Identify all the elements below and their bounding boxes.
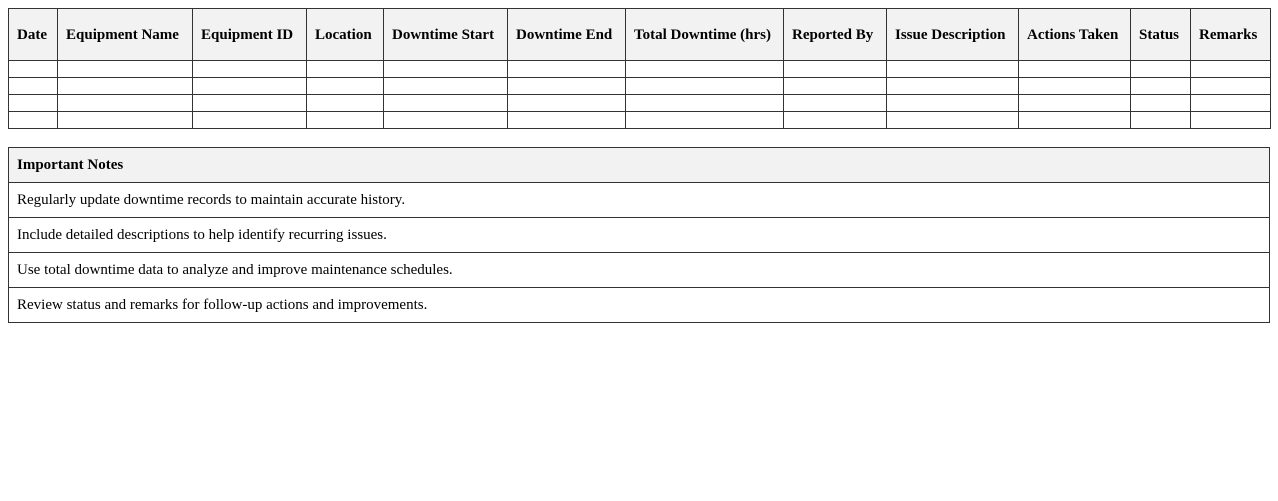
note-item: Include detailed descriptions to help id… <box>8 217 1270 253</box>
table-cell[interactable] <box>1190 77 1271 95</box>
table-cell[interactable] <box>306 60 384 78</box>
table-cell[interactable] <box>507 94 626 112</box>
table-cell[interactable] <box>1190 111 1271 129</box>
table-row <box>8 111 1271 129</box>
table-cell[interactable] <box>192 60 307 78</box>
column-header: Equipment ID <box>192 8 307 61</box>
column-header: Equipment Name <box>57 8 193 61</box>
table-cell[interactable] <box>886 60 1019 78</box>
column-header: Issue Description <box>886 8 1019 61</box>
table-cell[interactable] <box>783 111 887 129</box>
table-cell[interactable] <box>1018 111 1131 129</box>
table-row <box>8 94 1271 112</box>
column-header: Downtime Start <box>383 8 508 61</box>
column-header: Remarks <box>1190 8 1271 61</box>
table-cell[interactable] <box>783 94 887 112</box>
table-row <box>8 77 1271 95</box>
table-cell[interactable] <box>192 111 307 129</box>
table-cell[interactable] <box>886 94 1019 112</box>
table-cell[interactable] <box>1130 77 1191 95</box>
table-cell[interactable] <box>783 77 887 95</box>
table-cell[interactable] <box>383 94 508 112</box>
table-cell[interactable] <box>1130 94 1191 112</box>
table-cell[interactable] <box>1190 94 1271 112</box>
table-cell[interactable] <box>783 60 887 78</box>
column-header: Date <box>8 8 58 61</box>
column-header: Reported By <box>783 8 887 61</box>
table-cell[interactable] <box>1130 111 1191 129</box>
table-cell[interactable] <box>8 94 58 112</box>
table-cell[interactable] <box>306 94 384 112</box>
table-cell[interactable] <box>57 94 193 112</box>
table-cell[interactable] <box>507 60 626 78</box>
table-cell[interactable] <box>625 77 784 95</box>
table-cell[interactable] <box>383 60 508 78</box>
table-cell[interactable] <box>192 94 307 112</box>
table-cell[interactable] <box>625 60 784 78</box>
table-cell[interactable] <box>625 94 784 112</box>
table-cell[interactable] <box>507 77 626 95</box>
table-cell[interactable] <box>57 60 193 78</box>
table-cell[interactable] <box>1130 60 1191 78</box>
table-cell[interactable] <box>507 111 626 129</box>
table-row <box>8 60 1271 78</box>
column-header: Total Downtime (hrs) <box>625 8 784 61</box>
table-cell[interactable] <box>625 111 784 129</box>
note-item: Use total downtime data to analyze and i… <box>8 252 1270 288</box>
table-cell[interactable] <box>8 111 58 129</box>
table-cell[interactable] <box>886 77 1019 95</box>
notes-title: Important Notes <box>8 147 1270 183</box>
downtime-log-table: Date Equipment Name Equipment ID Location Do… <box>8 8 1271 129</box>
table-cell[interactable] <box>8 77 58 95</box>
table-cell[interactable] <box>1190 60 1271 78</box>
table-cell[interactable] <box>306 77 384 95</box>
table-cell[interactable] <box>57 111 193 129</box>
table-cell[interactable] <box>886 111 1019 129</box>
note-item: Regularly update downtime records to mai… <box>8 182 1270 218</box>
table-cell[interactable] <box>383 111 508 129</box>
column-header: Location <box>306 8 384 61</box>
header-row: Date Equipment Name Equipment ID Location Do… <box>8 8 1271 61</box>
table-cell[interactable] <box>1018 60 1131 78</box>
table-cell[interactable] <box>8 60 58 78</box>
table-cell[interactable] <box>57 77 193 95</box>
table-cell[interactable] <box>1018 94 1131 112</box>
column-header: Actions Taken <box>1018 8 1131 61</box>
important-notes-table: Important Notes Regularly update downtim… <box>8 147 1270 323</box>
column-header: Status <box>1130 8 1191 61</box>
table-cell[interactable] <box>192 77 307 95</box>
table-cell[interactable] <box>306 111 384 129</box>
column-header: Downtime End <box>507 8 626 61</box>
table-cell[interactable] <box>383 77 508 95</box>
note-item: Review status and remarks for follow-up … <box>8 287 1270 323</box>
table-cell[interactable] <box>1018 77 1131 95</box>
